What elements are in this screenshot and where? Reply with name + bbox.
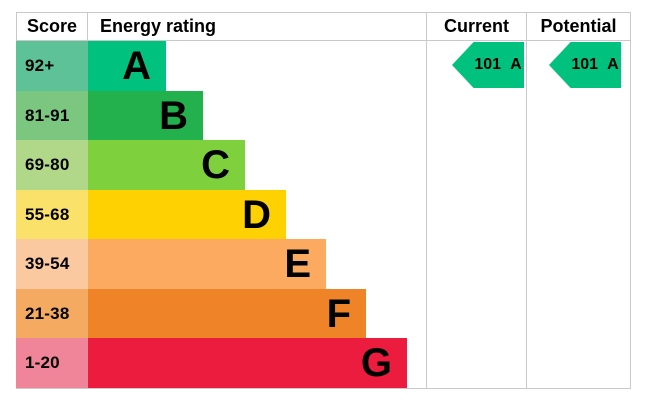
band-bar-b: B <box>88 90 203 141</box>
score-range-g: 1-20 <box>16 338 88 389</box>
current-rating-value: 101 <box>474 56 502 73</box>
score-range-b: 81-91 <box>16 90 88 141</box>
header-current: Current <box>443 15 509 36</box>
right-border <box>630 12 631 389</box>
left-border <box>16 12 17 41</box>
header-energy-rating: Energy rating <box>100 15 217 36</box>
band-bar-e: E <box>88 239 326 290</box>
band-bar-g: G <box>88 338 407 389</box>
band-bar-a: A <box>88 41 166 92</box>
header-potential: Potential <box>540 15 617 36</box>
table-bottom-border <box>16 388 630 389</box>
potential-rating-value: 101 <box>571 56 599 73</box>
current-column-divider <box>426 12 427 389</box>
current-rating-band: A <box>510 56 522 73</box>
table-top-border <box>16 12 630 13</box>
score-range-c: 69-80 <box>16 140 88 191</box>
band-bar-f: F <box>88 288 366 339</box>
score-range-e: 39-54 <box>16 239 88 290</box>
current-rating-badge: 101 A <box>452 42 524 88</box>
score-range-a: 92+ <box>16 41 88 92</box>
potential-column-divider <box>526 12 527 389</box>
potential-rating-badge: 101 A <box>549 42 621 88</box>
band-bar-d: D <box>88 189 286 240</box>
score-range-d: 55-68 <box>16 189 88 240</box>
header-bottom-border <box>16 40 630 41</box>
band-bar-c: C <box>88 140 245 191</box>
potential-rating-band: A <box>607 56 619 73</box>
header-score: Score <box>26 15 78 36</box>
score-range-f: 21-38 <box>16 288 88 339</box>
score-column-divider <box>87 12 88 41</box>
